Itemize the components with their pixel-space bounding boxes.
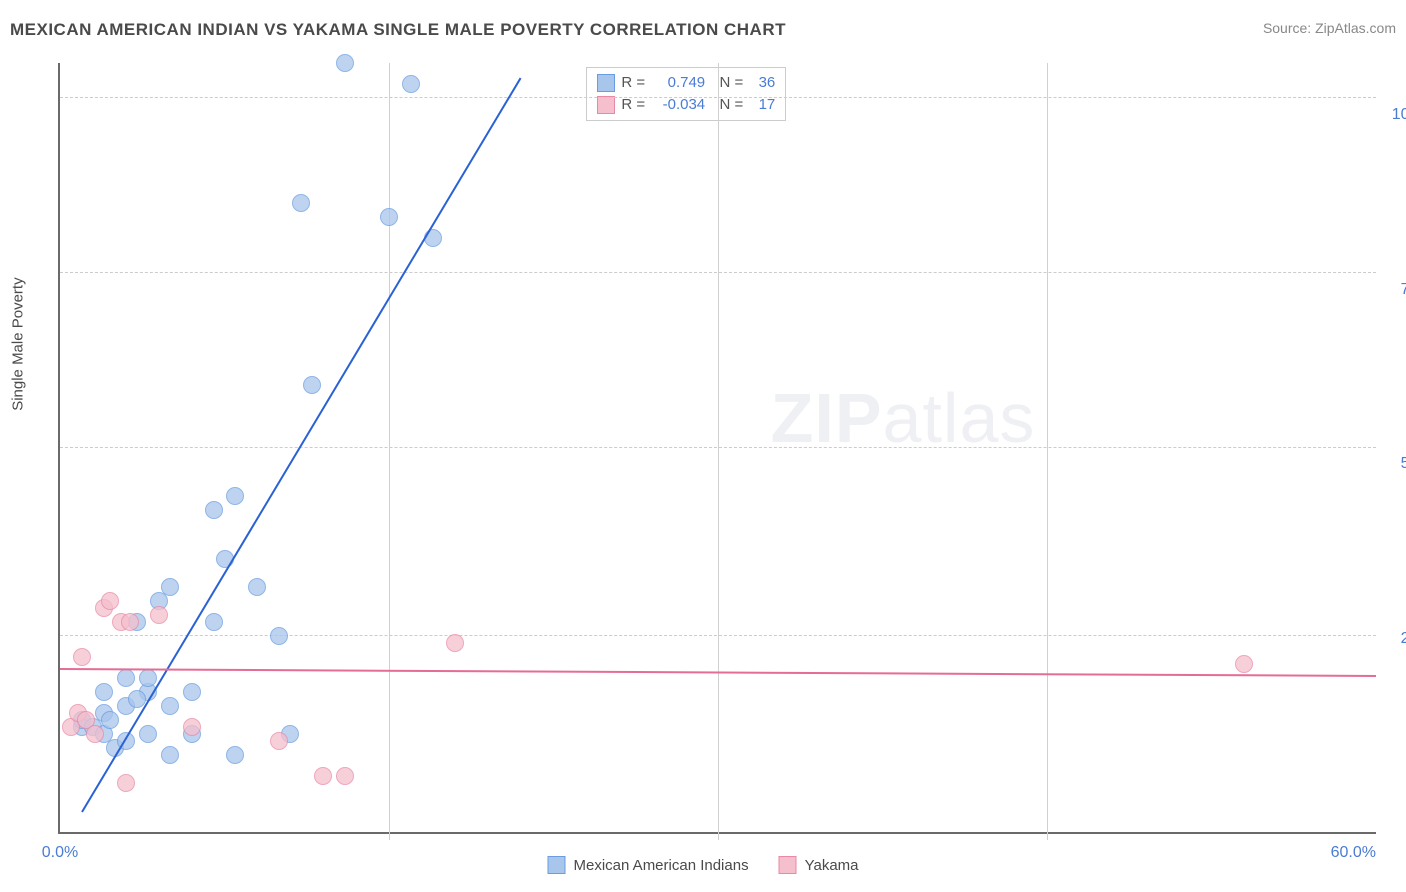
scatter-point <box>117 669 135 687</box>
vline <box>389 63 390 840</box>
legend-series-name: Yakama <box>805 857 859 874</box>
scatter-point <box>292 194 310 212</box>
scatter-point <box>101 592 119 610</box>
scatter-point <box>183 683 201 701</box>
legend-swatch <box>779 856 797 874</box>
vline <box>1047 63 1048 840</box>
scatter-point <box>121 613 139 631</box>
scatter-point <box>270 732 288 750</box>
scatter-point <box>161 697 179 715</box>
legend-r-label: R = <box>621 72 645 94</box>
legend-swatch <box>597 74 615 92</box>
scatter-point <box>226 487 244 505</box>
scatter-point <box>248 578 266 596</box>
scatter-point <box>150 606 168 624</box>
legend-series-name: Mexican American Indians <box>573 857 748 874</box>
scatter-point <box>117 774 135 792</box>
scatter-point <box>446 634 464 652</box>
scatter-point <box>314 767 332 785</box>
source-label: Source: ZipAtlas.com <box>1263 20 1396 36</box>
legend-row: R = 0.749 N = 36 <box>597 72 775 94</box>
scatter-point <box>101 711 119 729</box>
legend-swatch <box>547 856 565 874</box>
scatter-point <box>86 725 104 743</box>
scatter-point <box>1235 655 1253 673</box>
scatter-point <box>303 376 321 394</box>
scatter-point <box>139 725 157 743</box>
y-tick-label: 75.0% <box>1382 281 1406 299</box>
scatter-point <box>205 501 223 519</box>
legend-n-label: N = <box>711 72 743 94</box>
trend-line <box>81 77 521 812</box>
scatter-point <box>205 613 223 631</box>
scatter-point <box>161 578 179 596</box>
legend-r-value: 0.749 <box>651 72 705 94</box>
chart-container: Single Male Poverty ZIPatlas R =0.749 N … <box>10 55 1396 882</box>
scatter-point <box>336 54 354 72</box>
legend-n-value: 36 <box>749 72 775 94</box>
y-axis-label: Single Male Poverty <box>10 277 27 410</box>
scatter-point <box>226 746 244 764</box>
plot-area: ZIPatlas R =0.749 N =36R =-0.034 N =17 2… <box>58 63 1376 834</box>
y-tick-label: 25.0% <box>1382 630 1406 648</box>
legend-item: Yakama <box>779 856 859 874</box>
x-tick-label: 60.0% <box>1331 844 1376 862</box>
vline <box>718 63 719 840</box>
x-tick-label: 0.0% <box>42 844 78 862</box>
scatter-point <box>380 208 398 226</box>
scatter-point <box>183 718 201 736</box>
scatter-point <box>161 746 179 764</box>
scatter-point <box>336 767 354 785</box>
legend-correlation: R =0.749 N =36R =-0.034 N =17 <box>586 67 786 121</box>
scatter-point <box>139 669 157 687</box>
chart-title: MEXICAN AMERICAN INDIAN VS YAKAMA SINGLE… <box>10 20 786 40</box>
legend-item: Mexican American Indians <box>547 856 748 874</box>
y-tick-label: 50.0% <box>1382 455 1406 473</box>
y-tick-label: 100.0% <box>1382 106 1406 124</box>
legend-swatch <box>597 96 615 114</box>
scatter-point <box>73 648 91 666</box>
scatter-point <box>95 683 113 701</box>
scatter-point <box>402 75 420 93</box>
scatter-point <box>270 627 288 645</box>
legend-series: Mexican American Indians Yakama <box>547 856 858 874</box>
